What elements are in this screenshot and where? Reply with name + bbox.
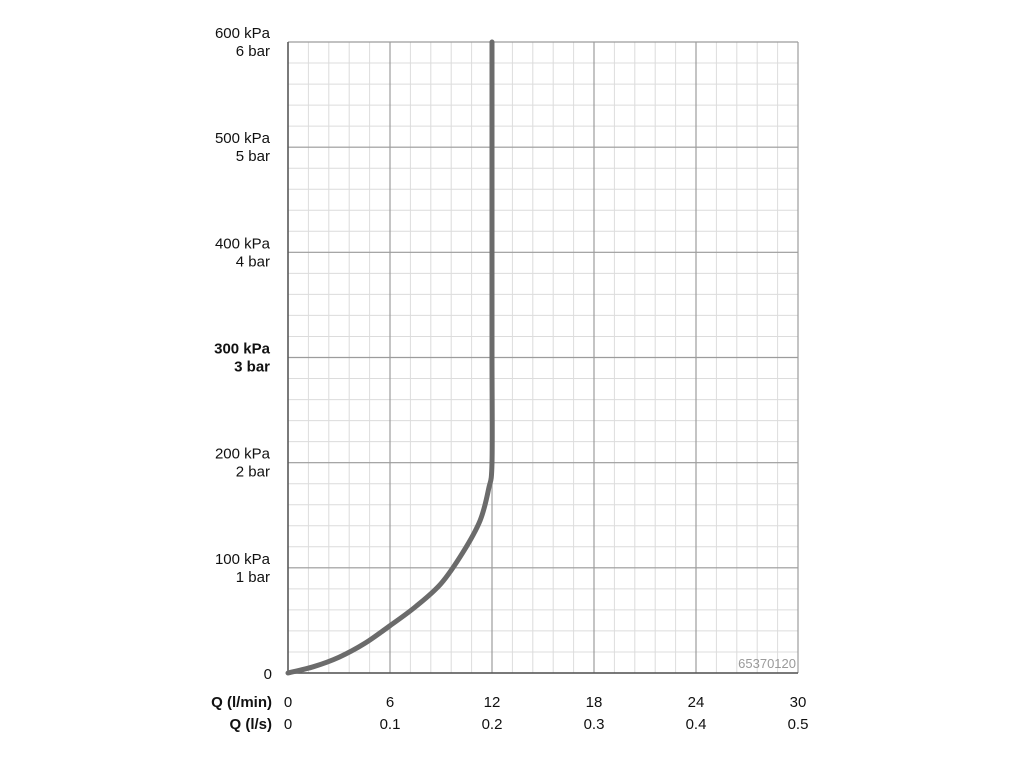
- y-tick-kpa-label: 600 kPa: [215, 25, 271, 42]
- y-tick-kpa-label: 100 kPa: [215, 551, 271, 568]
- y-tick-bar-label: 6 bar: [236, 43, 270, 60]
- y-tick-bar-label: 4 bar: [236, 253, 270, 270]
- y-tick-zero-label: 0: [264, 666, 272, 683]
- curve-layer: [285, 39, 495, 676]
- y-tick-bar-label: 3 bar: [234, 359, 270, 376]
- watermark-code: 65370120: [738, 656, 796, 671]
- x-axis-secondary-label: Q (l/s): [229, 716, 272, 733]
- x-tick-lmin-label: 18: [586, 694, 603, 711]
- major-grid: [287, 41, 799, 674]
- x-axis-primary-label: Q (l/min): [211, 694, 272, 711]
- y-tick-bar-label: 1 bar: [236, 569, 270, 586]
- y-tick-kpa-label: 400 kPa: [215, 235, 271, 252]
- x-tick-ls-label: 0.3: [584, 716, 605, 733]
- axes: [287, 42, 798, 674]
- pressure-flow-curve: [285, 39, 495, 676]
- y-tick-kpa-label: 500 kPa: [215, 130, 271, 147]
- x-tick-ls-label: 0.1: [380, 716, 401, 733]
- x-tick-ls-label: 0.5: [788, 716, 809, 733]
- x-tick-lmin-label: 0: [284, 694, 292, 711]
- x-tick-ls-label: 0.4: [686, 716, 707, 733]
- x-tick-ls-label: 0.2: [482, 716, 503, 733]
- y-tick-kpa-label: 200 kPa: [215, 446, 271, 463]
- x-tick-lmin-label: 12: [484, 694, 501, 711]
- x-tick-ls-label: 0: [284, 716, 292, 733]
- x-tick-lmin-label: 30: [790, 694, 807, 711]
- x-tick-labels: 0 6 12 18 24 30 0 0.1 0.2 0.3 0.4 0.5: [284, 694, 809, 733]
- x-tick-lmin-label: 24: [688, 694, 705, 711]
- y-tick-bar-label: 2 bar: [236, 464, 270, 481]
- y-tick-kpa-label: 300 kPa: [214, 341, 271, 358]
- y-tick-bar-label: 5 bar: [236, 148, 270, 165]
- x-tick-lmin-label: 6: [386, 694, 394, 711]
